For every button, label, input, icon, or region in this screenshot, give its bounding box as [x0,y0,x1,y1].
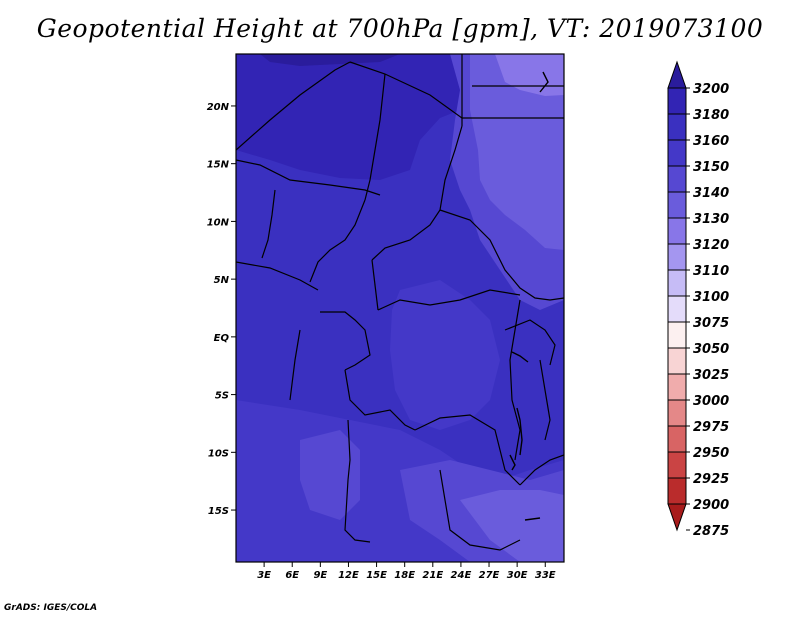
lon-tick-label: 18E [394,570,415,581]
lon-tick-label: 15E [366,570,387,581]
lakes [509,71,549,521]
map-plot-area [236,54,564,562]
colorbar-swatch [667,87,687,115]
height-contour-3140-south [300,430,360,520]
colorbar-swatch [667,243,687,271]
lat-tick-label: 15S [208,506,229,517]
map-title: Geopotential Height at 700hPa [gpm], VT:… [36,14,764,43]
colorbar-label: 3200 [693,82,729,97]
colorbar-label: 2875 [693,524,729,539]
colorbar-swatch [667,113,687,141]
colorbar-swatch [667,425,687,453]
colorbar: 3200 3180 3160 3150 3140 3130 3120 3110 3100 3075… [667,60,729,539]
colorbar-label: 3140 [693,186,729,201]
colorbar-swatch [667,217,687,245]
colorbar-swatch [667,295,687,323]
colorbar-swatch [667,191,687,219]
colorbar-label: 3050 [693,342,729,357]
colorbar-label: 2950 [693,446,729,461]
colorbar-label: 3000 [693,394,729,409]
colorbar-label: 3160 [693,134,729,149]
colorbar-label: 2925 [693,472,729,487]
height-contour-3130-east [470,54,564,250]
credit-label: GrADS: IGES/COLA [4,603,98,613]
longitude-axis: 3E 6E 9E 12E 15E 18E 21E 24E 27E 30E 33E [257,562,556,581]
colorbar-swatch [667,139,687,167]
colorbar-swatch [667,373,687,401]
lon-tick-label: 12E [338,570,359,581]
lon-tick-label: 21E [422,570,443,581]
lat-tick-label: 5S [215,391,229,402]
lat-tick-label: 15N [207,160,230,171]
lat-tick-label: 5N [214,275,230,286]
colorbar-label: 3180 [693,108,729,123]
colorbar-label: 3110 [693,264,729,279]
lon-tick-label: 9E [313,570,327,581]
lon-tick-label: 3E [257,570,271,581]
colorbar-label: 2900 [693,498,729,513]
colorbar-label: 3100 [693,290,729,305]
colorbar-swatch [667,399,687,427]
colorbar-top-arrow [667,60,687,89]
lon-tick-label: 27E [479,570,500,581]
height-contour-3160-north [236,54,480,180]
map-frame [235,53,565,563]
latitude-axis: 20N 15N 10N 5N EQ 5S 10S 15S [207,102,236,517]
lat-tick-label: 10N [207,217,230,228]
colorbar-label: 3150 [693,160,729,175]
lon-tick-label: 6E [285,570,299,581]
lat-tick-label: 20N [207,102,230,113]
colorbar-label: 3120 [693,238,729,253]
lat-tick-label: EQ [214,333,230,344]
lon-tick-label: 33E [535,570,556,581]
colorbar-label: 2975 [693,420,729,435]
colorbar-bottom-arrow [667,503,687,532]
colorbar-swatch [667,269,687,297]
colorbar-swatch [667,347,687,375]
lon-tick-label: 24E [451,570,472,581]
lon-tick-label: 30E [507,570,528,581]
colorbar-swatch [667,477,687,505]
colorbar-swatch [667,165,687,193]
colorbar-label: 3075 [693,316,729,331]
colorbar-label: 3025 [693,368,729,383]
height-contour-3130-southeast [460,490,564,562]
colorbar-label: 3130 [693,212,729,227]
colorbar-swatch [667,321,687,349]
height-contour-3140-central [390,280,500,430]
lat-tick-label: 10S [208,448,229,459]
colorbar-swatch [667,451,687,479]
height-contour-3180-north [260,54,400,66]
country-borders [236,54,564,551]
